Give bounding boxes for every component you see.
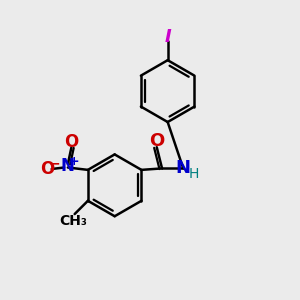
Text: O: O bbox=[40, 160, 54, 178]
Text: −: − bbox=[48, 156, 60, 170]
Text: +: + bbox=[69, 154, 80, 167]
Text: H: H bbox=[188, 167, 199, 181]
Text: N: N bbox=[176, 159, 191, 177]
Text: O: O bbox=[149, 132, 164, 150]
Text: CH₃: CH₃ bbox=[59, 214, 87, 227]
Text: N: N bbox=[61, 157, 75, 175]
Text: O: O bbox=[64, 133, 79, 151]
Text: I: I bbox=[164, 28, 171, 46]
